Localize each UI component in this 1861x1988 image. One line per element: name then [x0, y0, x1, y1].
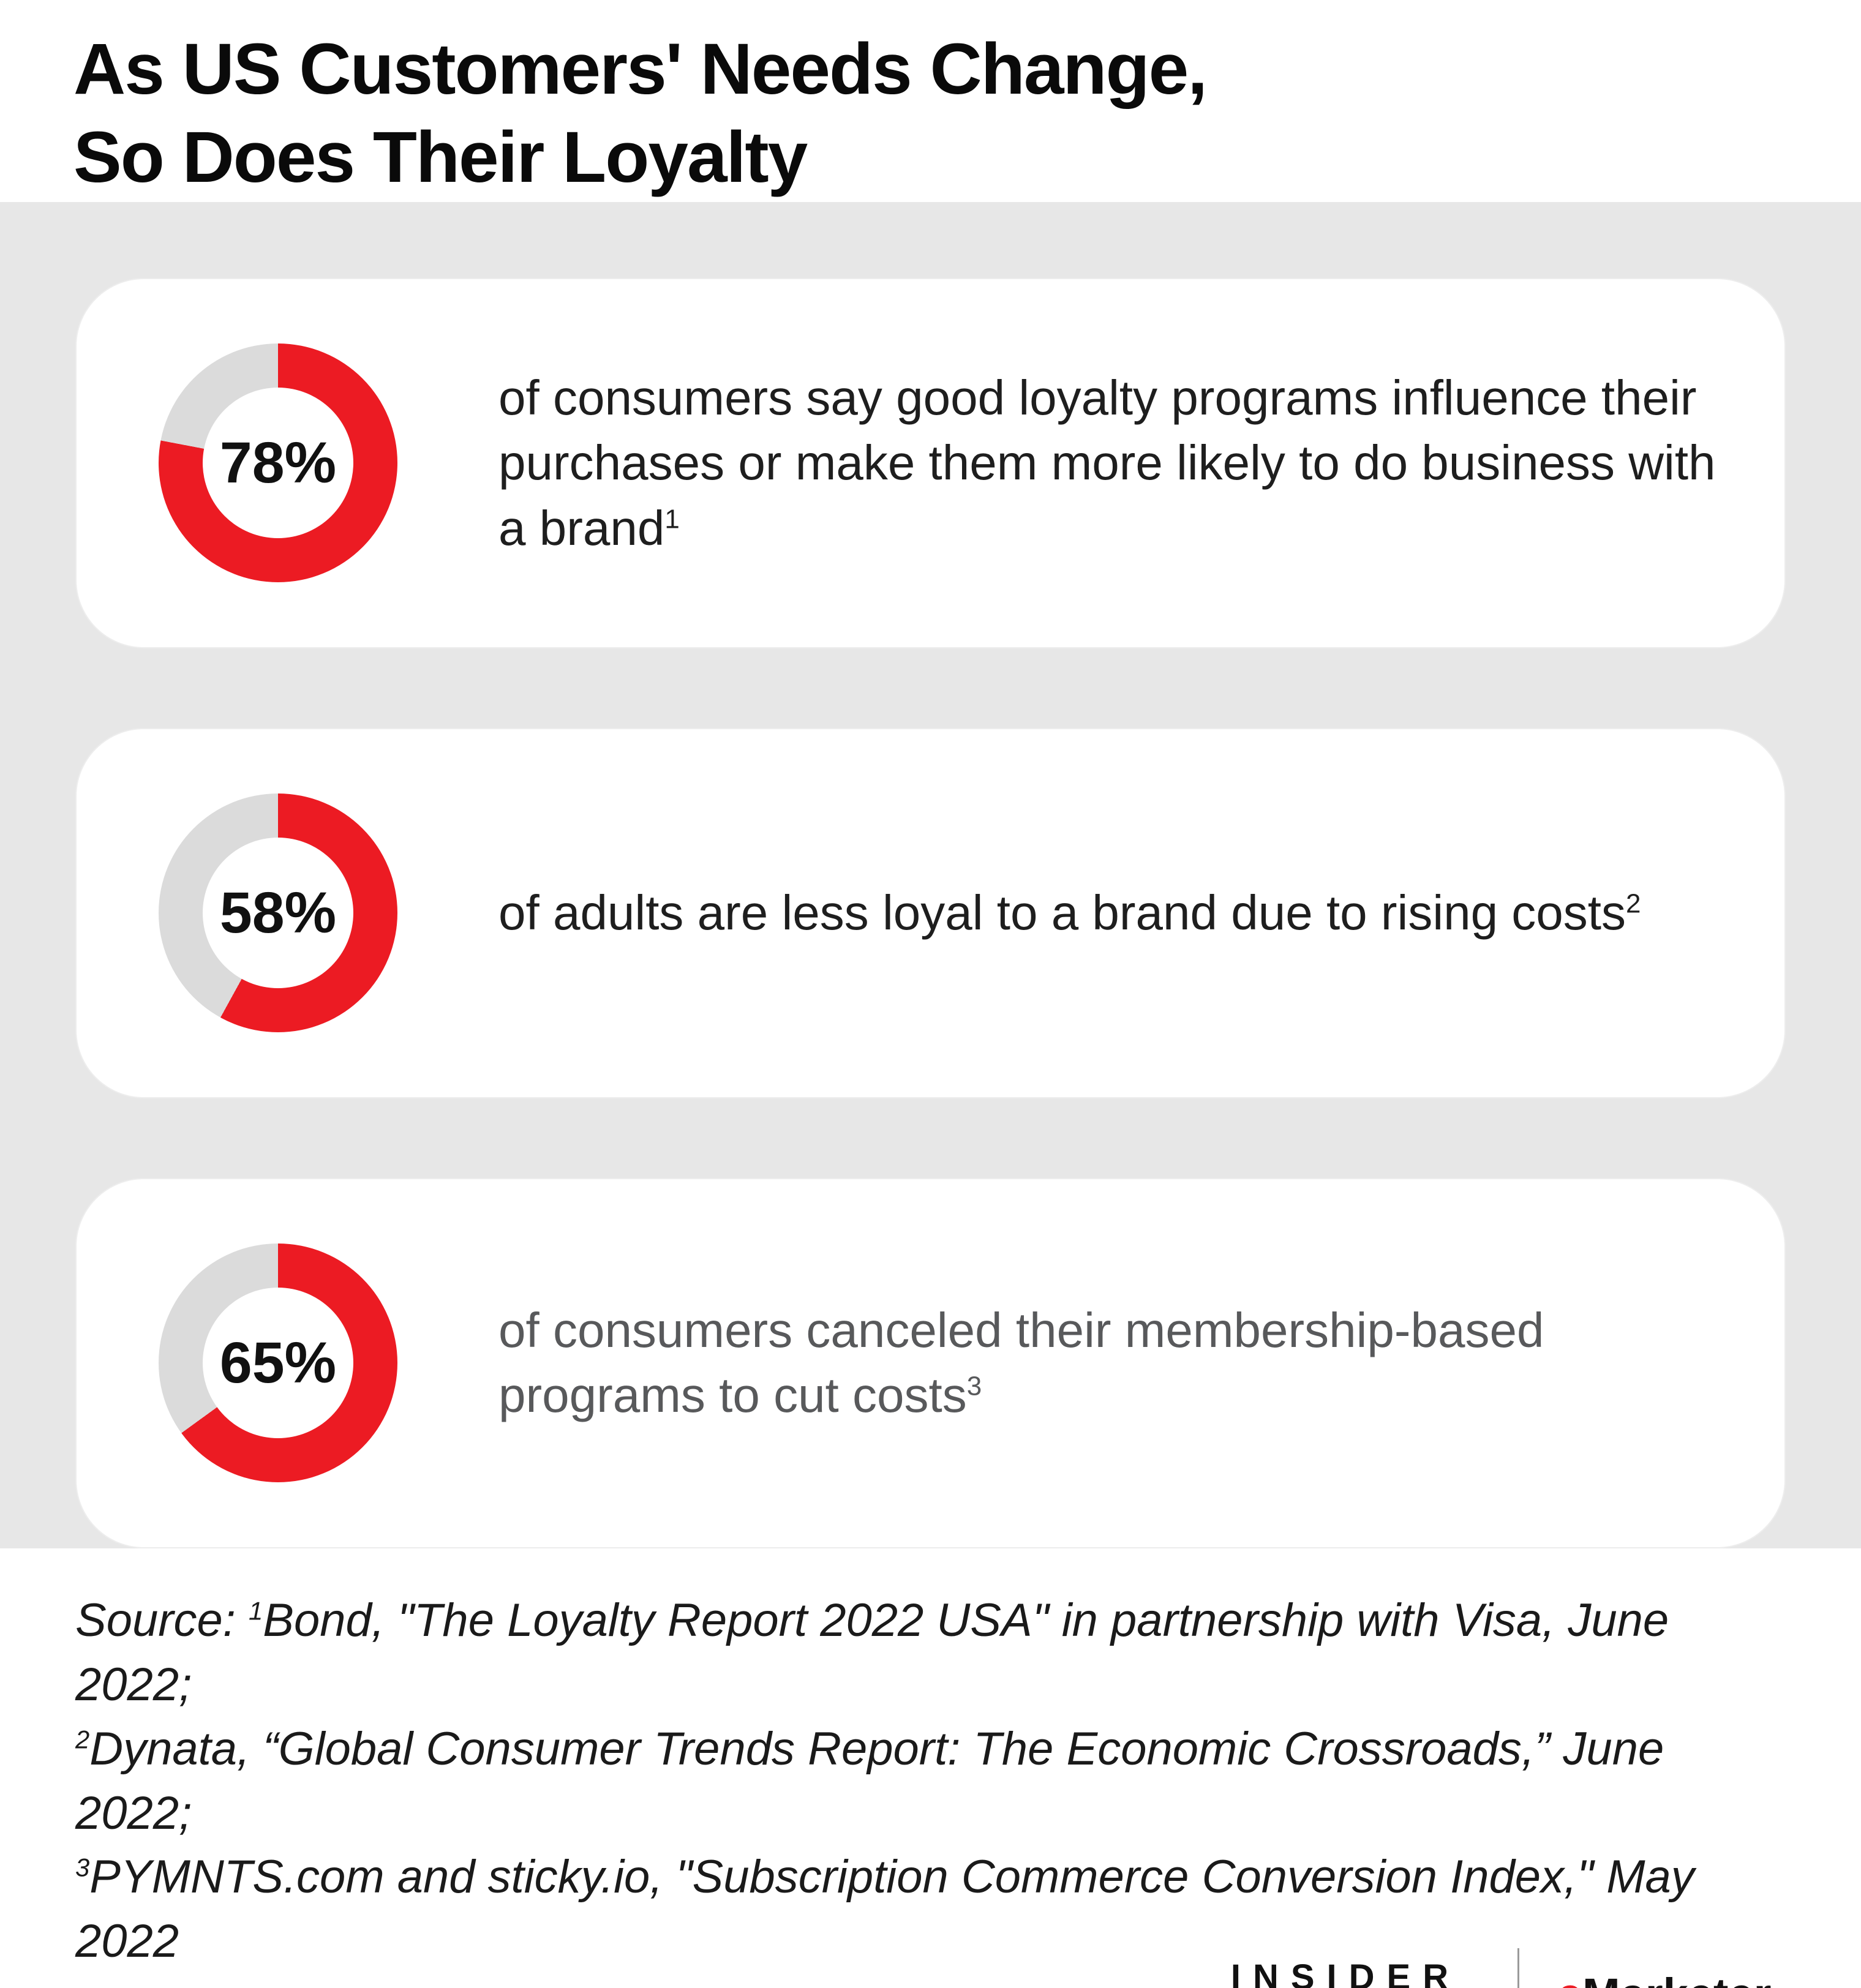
stats-section: 78% of consumers say good loyalty progra…: [0, 201, 1861, 1548]
source-text: Bond, "The Loyalty Report 2022 USA" in p…: [75, 1594, 1669, 1711]
footer: Source: 1Bond, "The Loyalty Report 2022 …: [0, 1548, 1861, 1988]
source-text: PYMNTS.com and sticky.io, "Subscription …: [75, 1851, 1694, 1968]
stat-text: of consumers canceled their membership-b…: [498, 1298, 1729, 1428]
donut-chart-58: 58%: [159, 793, 397, 1033]
stat-card-less-loyal: 58% of adults are less loyal to a brand …: [75, 727, 1786, 1098]
emarketer-logo: eMarketer.: [1557, 1968, 1781, 1988]
stat-card-canceled-memberships: 65% of consumers canceled their membersh…: [75, 1177, 1786, 1548]
stat-text-body: of consumers say good loyalty programs i…: [498, 370, 1716, 555]
footnote-marker: 1: [249, 1596, 263, 1626]
donut-chart-78: 78%: [159, 343, 397, 583]
footnote-marker: 3: [75, 1853, 90, 1883]
source-note: Source: 1Bond, "The Loyalty Report 2022 …: [75, 1589, 1786, 1974]
stat-card-loyalty-programs: 78% of consumers say good loyalty progra…: [75, 277, 1786, 648]
footnote-marker: 3: [966, 1371, 982, 1401]
header: As US Customers' Needs Change, So Does T…: [0, 0, 1861, 202]
footnote-marker: 2: [1626, 888, 1641, 919]
donut-percent-label: 65%: [219, 1330, 337, 1395]
page-title: As US Customers' Needs Change, So Does T…: [73, 26, 1788, 202]
donut-percent-label: 58%: [219, 880, 337, 945]
stat-text-body: of adults are less loyal to a brand due …: [498, 885, 1626, 940]
footnote-marker: 1: [664, 503, 680, 534]
source-line-2: 2Dynata, “Global Consumer Trends Report:…: [75, 1717, 1786, 1846]
source-prefix: Source:: [75, 1594, 249, 1646]
insider-logo-line1: INSIDER: [1230, 1957, 1461, 1988]
emarketer-logo-rest: Marketer.: [1582, 1969, 1781, 1988]
stat-text-body: of consumers canceled their membership-b…: [498, 1303, 1544, 1423]
donut-percent-label: 78%: [219, 430, 337, 495]
brand-logos: INSIDER INTELLIGENCE eMarketer.: [1212, 1948, 1781, 1988]
stat-text: of adults are less loyal to a brand due …: [498, 880, 1641, 945]
footnote-marker: 2: [75, 1725, 90, 1754]
stat-text: of consumers say good loyalty programs i…: [498, 366, 1729, 561]
title-line-1: As US Customers' Needs Change,: [73, 29, 1208, 110]
source-text: Dynata, “Global Consumer Trends Report: …: [75, 1722, 1664, 1839]
donut-chart-65: 65%: [159, 1243, 397, 1483]
source-line-1: Source: 1Bond, "The Loyalty Report 2022 …: [75, 1589, 1786, 1717]
insider-intelligence-logo: INSIDER INTELLIGENCE: [1212, 1957, 1479, 1988]
logo-divider: [1517, 1948, 1519, 1988]
title-line-2: So Does Their Loyalty: [73, 116, 808, 198]
emarketer-logo-e: e: [1557, 1969, 1582, 1988]
source-line-3: 3PYMNTS.com and sticky.io, "Subscription…: [75, 1845, 1786, 1974]
